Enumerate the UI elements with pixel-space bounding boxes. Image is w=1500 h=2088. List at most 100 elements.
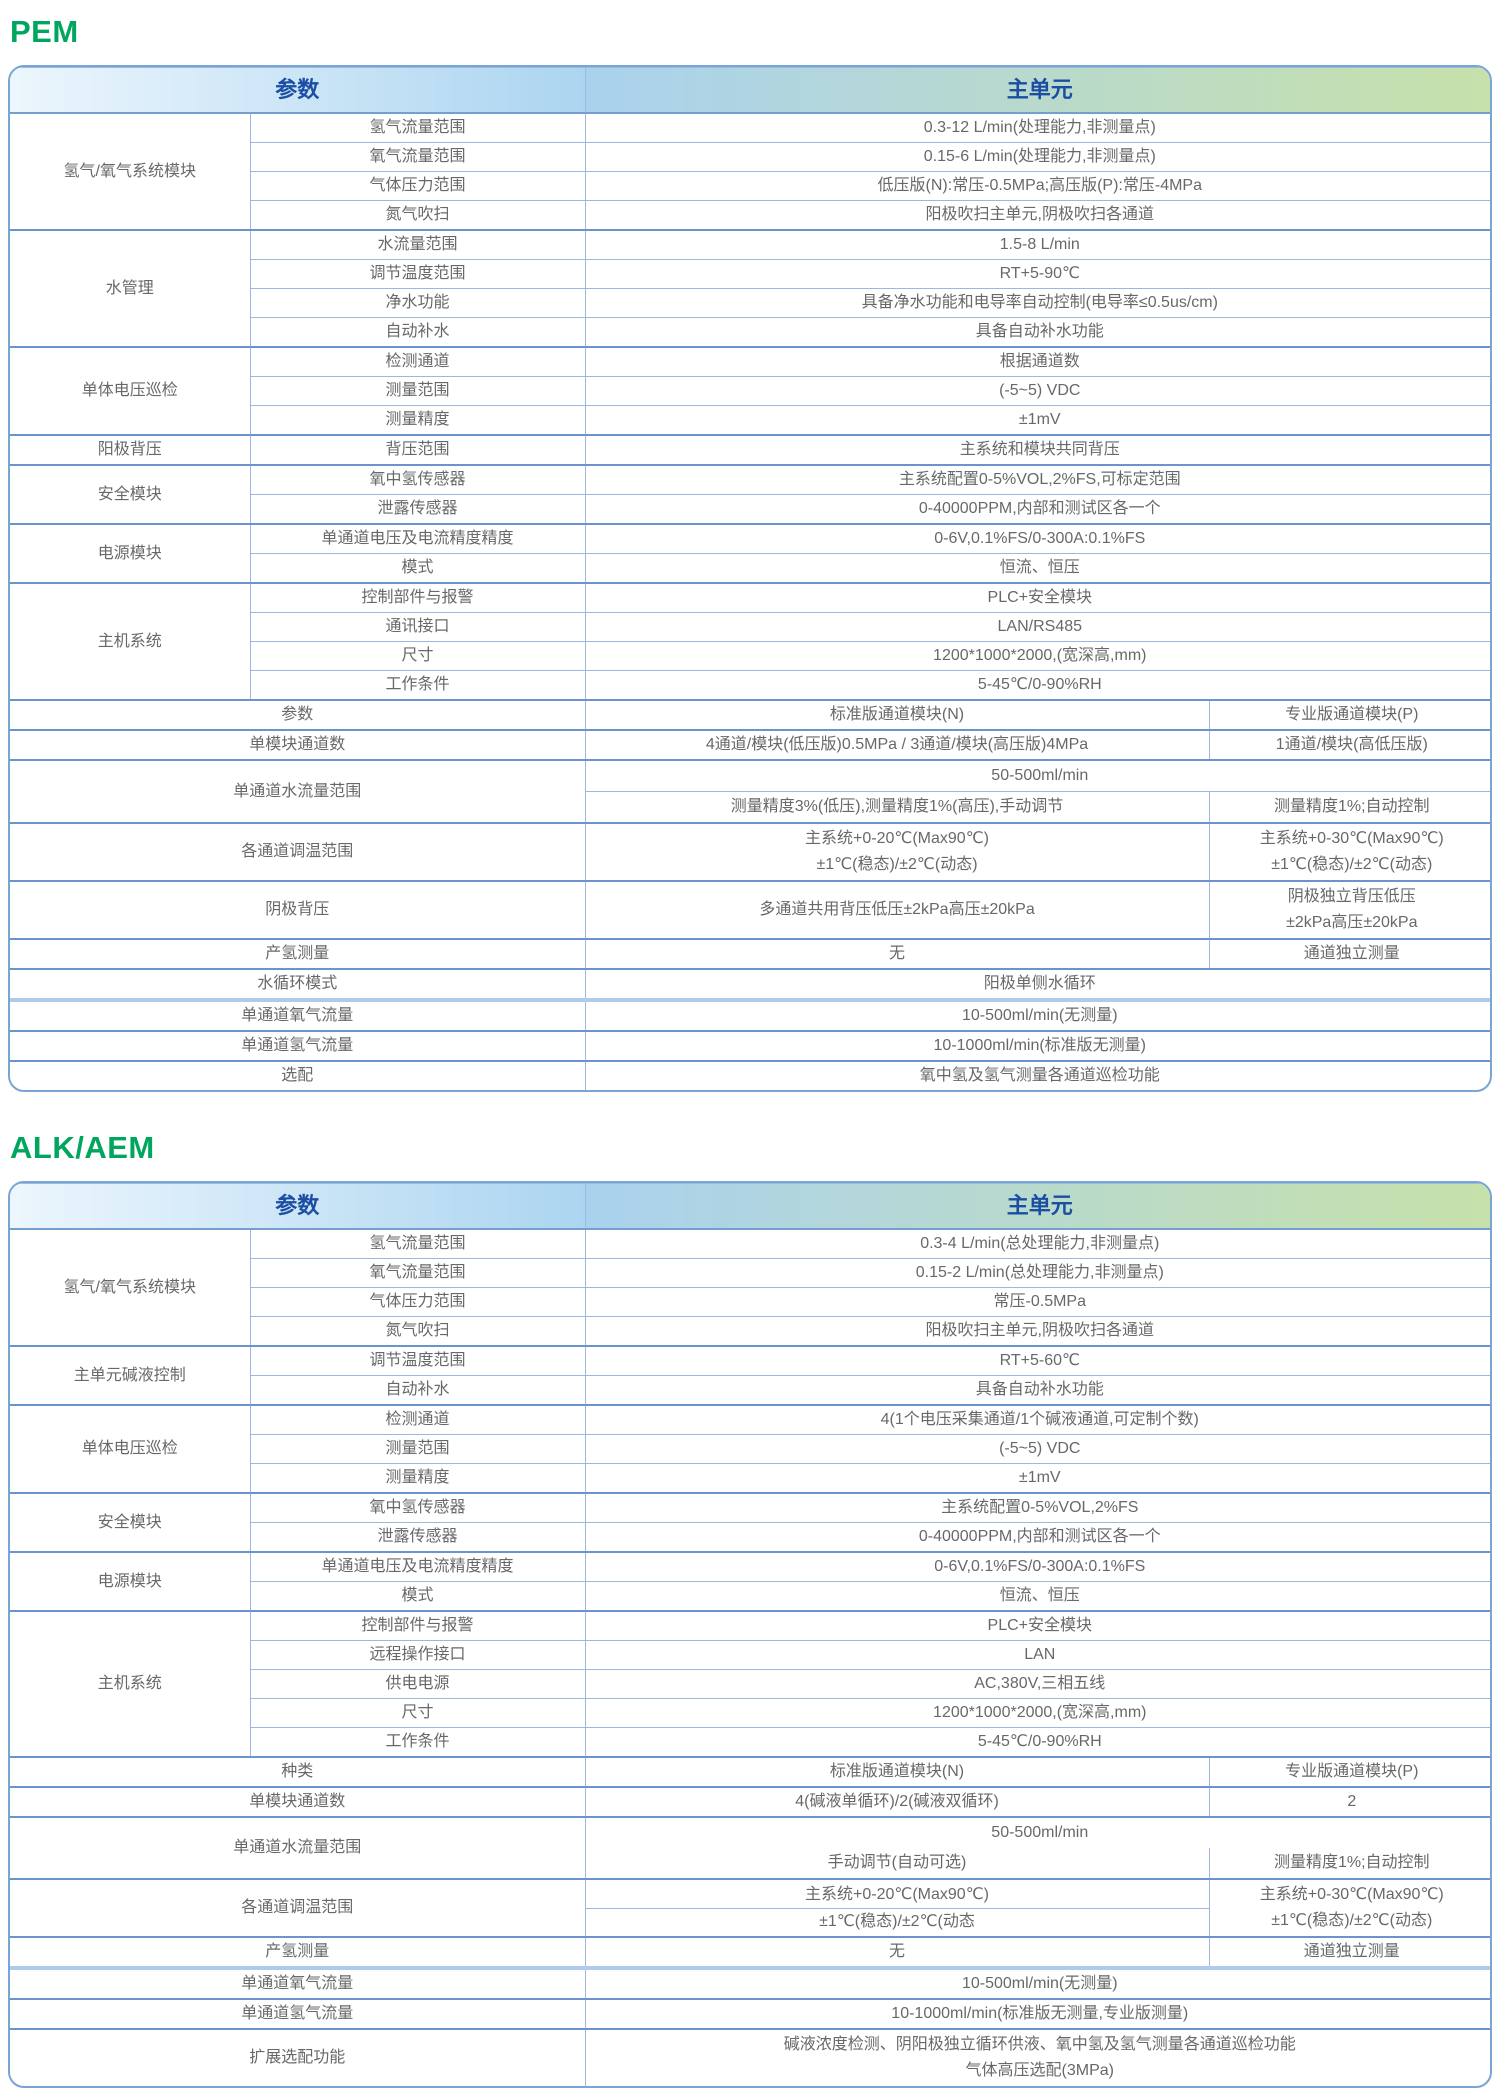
alk-table-slot: 参数 主单元氢气/氧气系统模块 氢气流量范围 0.3-4 L/min(总处理能力,非测… <box>0 1181 1500 2088</box>
pem-param-cell: 检测通道 <box>249 346 586 377</box>
pem-value-cell-text: 根据通道数 <box>999 353 1080 370</box>
pem-matrix-pro-cell-text: 主系统+0-30℃(Max90℃) <box>1259 830 1444 847</box>
pem-param-cell-text: 调节温度范围 <box>369 265 466 282</box>
alk-param-cell: 测量范围 <box>250 1434 586 1464</box>
pem-matrix-label: 单通道水流量范围 <box>10 759 586 824</box>
pem-value-cell: 阳极吹扫主单元,阴极吹扫各通道 <box>584 200 1490 231</box>
pem-value-cell-text: ±1mV <box>1018 411 1061 428</box>
pem-param-cell-text: 测量范围 <box>385 382 450 399</box>
alk-value-cell-text: ±1mV <box>1018 1469 1061 1486</box>
pem-matrix-merged-value: 10-500ml/min(无测量) <box>584 998 1490 1032</box>
alk-value-cell-text: LAN <box>1024 1646 1056 1663</box>
pem-param-cell-text: 模式 <box>401 559 434 576</box>
pem-matrix-pro-cell-text: 专业版通道模块(P) <box>1285 706 1419 723</box>
pem-matrix-pro-cell-text: 测量精度1%;自动控制 <box>1273 798 1430 815</box>
alk-matrix-label: 各通道调温范围 <box>10 1878 586 1938</box>
pem-header-param-col-text: 参数 <box>275 77 320 102</box>
pem-value-cell-text: PLC+安全模块 <box>987 589 1093 606</box>
pem-matrix-label-text: 选配 <box>281 1067 314 1084</box>
alk-value-cell: AC,380V,三相五线 <box>584 1669 1490 1699</box>
alk-matrix-standard-cell: 无 <box>584 1936 1210 1969</box>
pem-value-cell: 主系统配置0-5%VOL,2%FS,可标定范围 <box>584 464 1490 495</box>
pem-matrix-standard-cell-text: 主系统+0-20℃(Max90℃) <box>805 830 990 847</box>
alk-matrix-pro-cell: 通道独立测量 <box>1208 1936 1490 1969</box>
alk-matrix-label-text: 单通道水流量范围 <box>233 1839 362 1856</box>
pem-matrix-merged-value-text: 氧中氢及氢气测量各通道巡检功能 <box>919 1067 1160 1084</box>
pem-matrix-label-text: 产氢测量 <box>265 945 330 962</box>
pem-value-cell: 0.3-12 L/min(处理能力,非测量点) <box>584 112 1490 143</box>
pem-category-cell-text: 电源模块 <box>97 544 162 562</box>
alk-header-param-col: 参数 <box>10 1183 586 1230</box>
pem-param-cell-text: 测量精度 <box>385 411 450 428</box>
alk-matrix-label-text: 单通道氧气流量 <box>241 1975 354 1992</box>
pem-category-cell: 电源模块 <box>10 523 251 584</box>
pem-value-cell-text: 阳极吹扫主单元,阴极吹扫各通道 <box>925 206 1154 223</box>
alk-header-main-col-text: 主单元 <box>1006 1193 1073 1218</box>
alk-matrix-pro-cell-text: ±1℃(稳态)/±2℃(动态) <box>1271 1912 1433 1929</box>
pem-param-cell-text: 控制部件与报警 <box>361 589 474 606</box>
alk-value-cell-text: (-5~5) VDC <box>999 1440 1081 1457</box>
pem-param-cell-text: 净水功能 <box>385 294 450 311</box>
pem-matrix-standard-cell: 无 <box>584 938 1210 970</box>
alk-matrix-label-text: 扩展选配功能 <box>249 2049 346 2066</box>
pem-value-cell-text: 5-45℃/0-90%RH <box>977 676 1102 693</box>
pem-param-cell: 氧中氢传感器 <box>249 464 586 495</box>
pem-matrix-label-text: 水循环模式 <box>257 975 338 992</box>
alk-param-cell-text: 调节温度范围 <box>369 1352 466 1369</box>
pem-value-cell-text: LAN/RS485 <box>997 618 1083 635</box>
pem-value-cell: 5-45℃/0-90%RH <box>584 670 1490 701</box>
alk-value-cell: RT+5-60℃ <box>584 1345 1490 1376</box>
alk-matrix-label-text: 种类 <box>281 1763 314 1780</box>
pem-matrix-pro-cell-text: ±1℃(稳态)/±2℃(动态) <box>1271 856 1433 873</box>
pem-value-cell: RT+5-90℃ <box>584 259 1490 289</box>
alk-matrix-label: 单通道氧气流量 <box>10 1966 586 2000</box>
alk-param-cell: 氧中氢传感器 <box>249 1492 586 1523</box>
pem-matrix-merged-value-text: 10-500ml/min(无测量) <box>961 1007 1118 1024</box>
alk-param-cell: 氢气流量范围 <box>249 1228 586 1259</box>
pem-param-cell: 测量范围 <box>250 376 586 406</box>
alk-param-cell: 模式 <box>250 1581 586 1612</box>
alk-param-cell-text: 单通道电压及电流精度精度 <box>321 1558 514 1575</box>
pem-matrix-pro-cell: 专业版通道模块(P) <box>1208 699 1490 731</box>
alk-section-title: ALK/AEM <box>10 1130 155 1165</box>
alk-category-cell: 氢气/氧气系统模块 <box>10 1228 251 1347</box>
pem-matrix-label: 选配 <box>10 1060 586 1090</box>
alk-param-cell: 调节温度范围 <box>249 1345 586 1376</box>
pem-value-cell: 低压版(N):常压-0.5MPa;高压版(P):常压-4MPa <box>584 171 1490 201</box>
alk-value-cell-text: 阳极吹扫主单元,阴极吹扫各通道 <box>925 1322 1154 1339</box>
alk-value-cell-text: 0-40000PPM,内部和测试区各一个 <box>918 1528 1161 1545</box>
alk-matrix-pro-cell: 主系统+0-30℃(Max90℃) ±1℃(稳态)/±2℃(动态) <box>1208 1878 1490 1938</box>
pem-param-cell-text: 尺寸 <box>401 647 434 664</box>
alk-param-cell: 远程操作接口 <box>250 1640 586 1670</box>
alk-param-cell-text: 气体压力范围 <box>369 1293 466 1310</box>
pem-category-cell: 水管理 <box>10 229 251 348</box>
pem-value-cell-text: 0.15-6 L/min(处理能力,非测量点) <box>923 148 1156 165</box>
alk-param-cell: 检测通道 <box>249 1404 586 1435</box>
alk-param-cell: 测量精度 <box>250 1463 586 1494</box>
alk-header-param-col-text: 参数 <box>275 1193 320 1218</box>
pem-param-cell: 净水功能 <box>250 288 586 318</box>
pem-param-cell: 自动补水 <box>250 317 586 348</box>
alk-matrix-merged-value-text: 10-1000ml/min(标准版无测量,专业版测量) <box>891 2005 1189 2022</box>
alk-matrix-pro-cell: 专业版通道模块(P) <box>1208 1756 1490 1788</box>
pem-param-cell-text: 泄露传感器 <box>377 500 458 517</box>
pem-param-cell-text: 水流量范围 <box>377 236 458 253</box>
pem-matrix-label-text: 单通道氧气流量 <box>241 1007 354 1024</box>
alk-category-cell: 主机系统 <box>10 1610 251 1758</box>
alk-value-cell: (-5~5) VDC <box>584 1434 1490 1464</box>
pem-value-cell: 0-6V,0.1%FS/0-300A:0.1%FS <box>584 523 1490 554</box>
pem-value-cell-text: 主系统和模块共同背压 <box>959 441 1120 458</box>
pem-category-cell-text: 阳极背压 <box>97 441 162 458</box>
alk-matrix-label-text: 各通道调温范围 <box>241 1899 354 1916</box>
pem-matrix-merged-value: 氧中氢及氢气测量各通道巡检功能 <box>584 1060 1490 1090</box>
pem-matrix-top-cell: 50-500ml/min <box>584 759 1490 792</box>
pem-matrix-pro-cell: 通道独立测量 <box>1208 938 1490 970</box>
alk-value-cell: 0.3-4 L/min(总处理能力,非测量点) <box>584 1228 1490 1259</box>
pem-matrix-pro-cell: 主系统+0-30℃(Max90℃) ±1℃(稳态)/±2℃(动态) <box>1208 822 1490 882</box>
alk-value-cell: 常压-0.5MPa <box>584 1287 1490 1317</box>
pem-matrix-merged-value: 10-1000ml/min(标准版无测量) <box>584 1030 1490 1062</box>
alk-category-cell: 主单元碱液控制 <box>10 1345 251 1406</box>
pem-value-cell: 恒流、恒压 <box>584 553 1490 584</box>
alk-param-cell-text: 测量范围 <box>385 1440 450 1457</box>
pem-param-cell: 水流量范围 <box>249 229 586 260</box>
